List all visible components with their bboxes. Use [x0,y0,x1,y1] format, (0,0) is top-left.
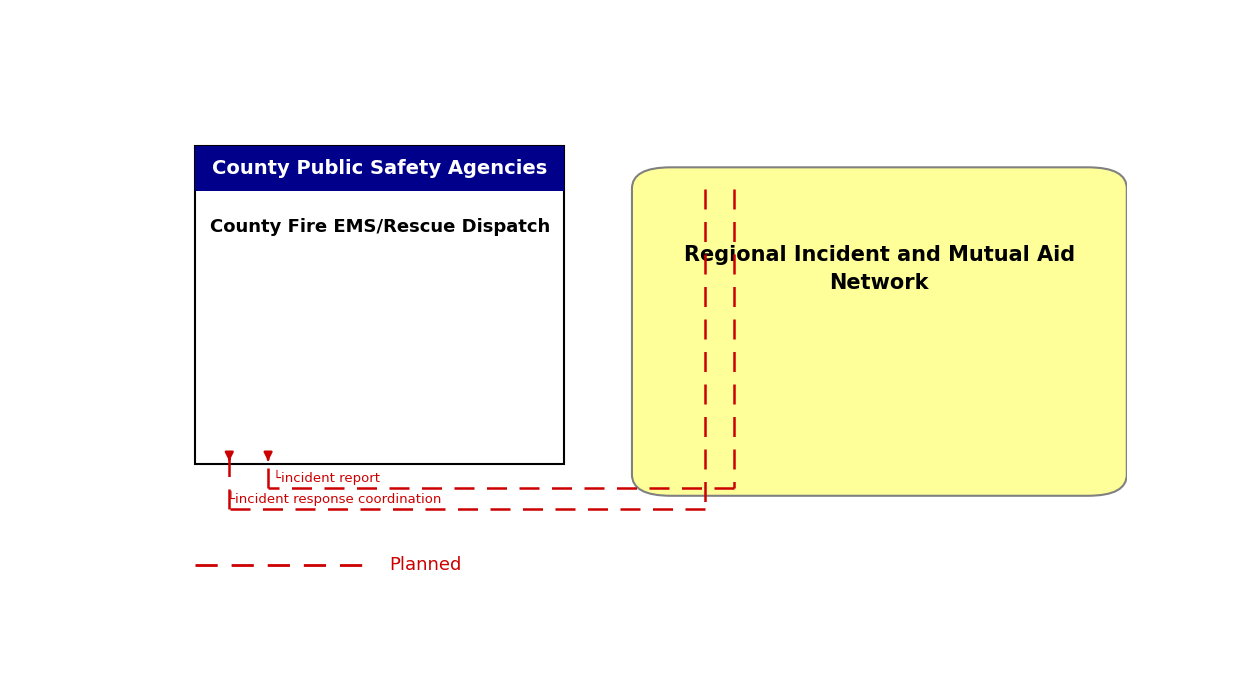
Text: Planned: Planned [389,556,462,574]
Text: Regional Incident and Mutual Aid
Network: Regional Incident and Mutual Aid Network [684,245,1075,292]
FancyBboxPatch shape [632,167,1127,496]
Bar [195,146,563,191]
FancyBboxPatch shape [195,146,563,464]
Text: County Fire EMS/Rescue Dispatch: County Fire EMS/Rescue Dispatch [209,217,550,236]
Text: County Public Safety Agencies: County Public Safety Agencies [212,159,547,178]
Text: └incident report: └incident report [273,469,379,484]
Text: └incident response coordination: └incident response coordination [228,491,442,506]
